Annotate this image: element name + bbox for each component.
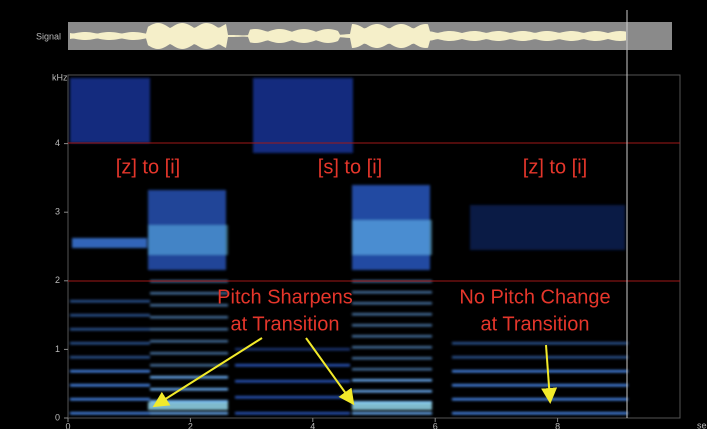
harmonic bbox=[150, 340, 228, 343]
harmonic bbox=[352, 302, 432, 305]
spectral-energy bbox=[72, 238, 147, 248]
harmonic bbox=[70, 398, 150, 401]
harmonic bbox=[150, 412, 228, 415]
harmonic bbox=[352, 335, 432, 338]
harmonic bbox=[352, 412, 432, 415]
harmonic bbox=[452, 356, 628, 359]
harmonic bbox=[235, 364, 350, 367]
harmonic bbox=[352, 390, 432, 393]
annotation: Pitch Sharpens bbox=[217, 286, 353, 308]
spectral-energy bbox=[470, 205, 625, 250]
y-tick-label: 3 bbox=[55, 207, 60, 217]
harmonic bbox=[352, 313, 432, 316]
annotation: [z] to [i] bbox=[116, 156, 180, 178]
harmonic bbox=[70, 384, 150, 387]
harmonic bbox=[235, 380, 350, 383]
harmonic bbox=[150, 352, 228, 355]
spectral-energy bbox=[253, 78, 353, 153]
harmonic bbox=[235, 396, 350, 399]
y-tick-label: 0 bbox=[55, 412, 60, 422]
bright-band bbox=[352, 220, 432, 255]
harmonic bbox=[352, 346, 432, 349]
harmonic bbox=[352, 291, 432, 294]
x-unit: sec bbox=[697, 420, 707, 429]
harmonic bbox=[452, 370, 628, 373]
harmonic bbox=[70, 314, 150, 317]
x-tick-label: 4 bbox=[310, 421, 315, 429]
harmonic bbox=[70, 300, 150, 303]
harmonic bbox=[70, 412, 150, 415]
harmonic bbox=[352, 324, 432, 327]
harmonic bbox=[70, 328, 150, 331]
harmonic bbox=[352, 379, 432, 382]
screen: Signal kHz sec [z] to [i] [s] to [i] [z]… bbox=[0, 0, 707, 429]
page: Signal kHz sec [z] to [i] [s] to [i] [z]… bbox=[0, 0, 707, 429]
annotation: [z] to [i] bbox=[523, 156, 587, 178]
bright-band bbox=[148, 225, 228, 255]
y-tick-label: 1 bbox=[55, 344, 60, 354]
annotation: at Transition bbox=[481, 313, 590, 335]
x-tick-label: 8 bbox=[555, 421, 560, 429]
y-tick-label: 4 bbox=[55, 138, 60, 148]
spectral-energy bbox=[70, 78, 150, 143]
harmonic bbox=[150, 388, 228, 391]
harmonic bbox=[150, 376, 228, 379]
harmonic bbox=[150, 328, 228, 331]
harmonic bbox=[452, 342, 628, 345]
x-tick-label: 2 bbox=[188, 421, 193, 429]
harmonic bbox=[352, 357, 432, 360]
signal-label: Signal bbox=[36, 31, 61, 41]
harmonic bbox=[452, 384, 628, 387]
harmonic bbox=[150, 316, 228, 319]
harmonic bbox=[452, 398, 628, 401]
harmonic bbox=[452, 412, 628, 415]
harmonic bbox=[235, 348, 350, 351]
y-unit: kHz bbox=[52, 72, 68, 82]
annotation: [s] to [i] bbox=[318, 156, 382, 178]
y-tick-label: 2 bbox=[55, 275, 60, 285]
annotation: No Pitch Change bbox=[459, 286, 610, 308]
harmonic bbox=[70, 356, 150, 359]
harmonic bbox=[235, 412, 350, 415]
harmonic bbox=[70, 370, 150, 373]
bright-band bbox=[352, 402, 432, 410]
annotation: at Transition bbox=[231, 313, 340, 335]
harmonic bbox=[352, 368, 432, 371]
x-tick-label: 6 bbox=[433, 421, 438, 429]
x-tick-label: 0 bbox=[65, 421, 70, 429]
harmonic bbox=[70, 342, 150, 345]
